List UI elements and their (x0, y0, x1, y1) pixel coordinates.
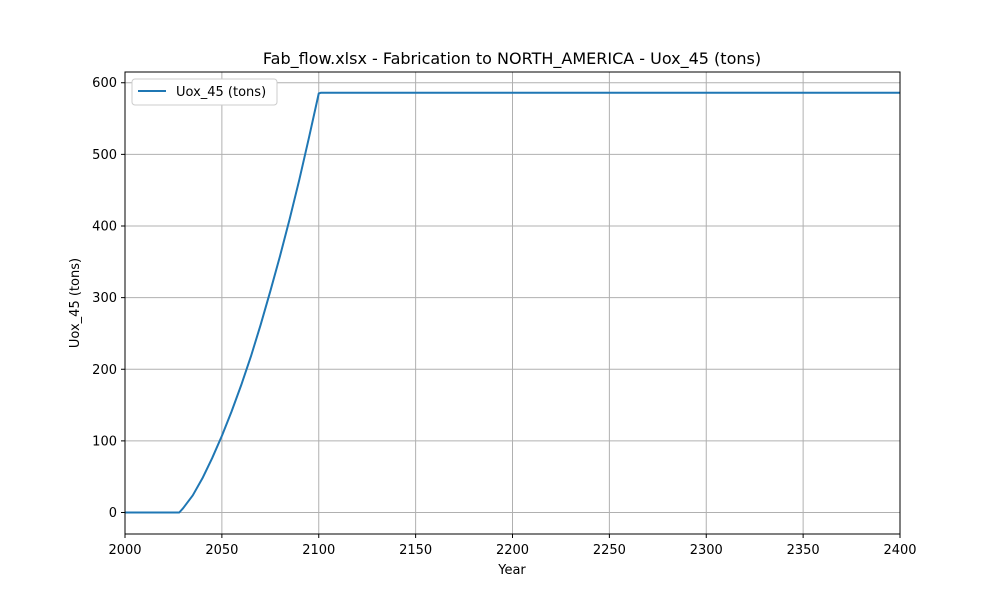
y-axis-label: Uox_45 (tons) (68, 258, 83, 348)
x-tick-label: 2150 (399, 543, 432, 558)
x-axis: 2000 2050 2100 2150 2200 2250 2300 2350 2400 (108, 534, 917, 558)
y-tick-label: 300 (92, 291, 117, 306)
x-tick-label: 2000 (108, 543, 141, 558)
legend-box (131, 78, 278, 106)
series-layer (125, 91, 900, 514)
y-tick-label: 400 (92, 220, 117, 235)
x-tick-label: 2400 (883, 543, 916, 558)
x-tick-label: 2300 (690, 543, 723, 558)
x-tick-label: 2050 (205, 543, 238, 558)
y-tick-label: 600 (92, 76, 117, 91)
y-tick-label: 0 (109, 506, 117, 521)
chart-title: Fab_flow.xlsx - Fabrication to NORTH_AME… (263, 49, 761, 69)
y-tick-label: 500 (92, 148, 117, 163)
x-axis-label: Year (497, 563, 526, 578)
x-tick-label: 2250 (593, 543, 626, 558)
legend-label: Uox_45 (tons) (176, 85, 266, 100)
x-tick-label: 2200 (496, 543, 529, 558)
y-tick-label: 200 (92, 363, 117, 378)
y-axis: 0 100 200 300 400 500 600 (92, 76, 125, 521)
x-tick-label: 2350 (787, 543, 820, 558)
series-line (125, 91, 900, 514)
legend: Uox_45 (tons) (131, 78, 278, 106)
x-tick-label: 2100 (302, 543, 335, 558)
y-tick-label: 100 (92, 434, 117, 449)
